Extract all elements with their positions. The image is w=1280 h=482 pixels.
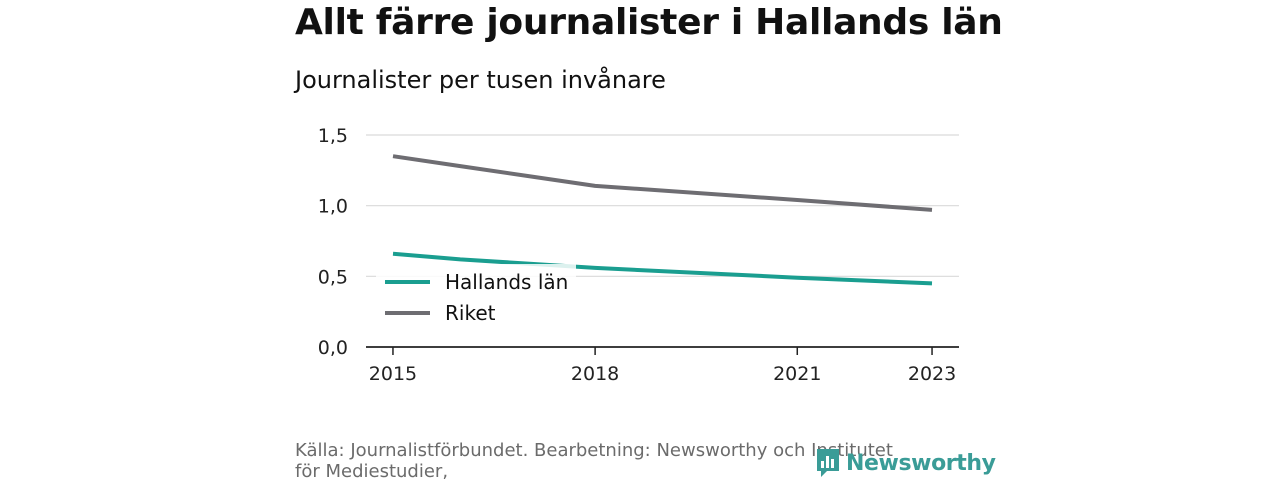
- y-tick-label: 0,5: [318, 266, 348, 288]
- x-tick-label: 2015: [369, 363, 417, 385]
- chart-subtitle: Journalister per tusen invånare: [295, 66, 666, 94]
- x-tick-label: 2018: [571, 363, 619, 385]
- x-tick-label: 2023: [908, 363, 956, 385]
- chart-title: Allt färre journalister i Hallands län: [295, 2, 1003, 43]
- x-tick-label: 2021: [773, 363, 821, 385]
- y-tick-label: 0,0: [318, 337, 348, 359]
- legend-label: Riket: [445, 301, 496, 325]
- newsworthy-chart-icon: [817, 449, 839, 477]
- y-tick-label: 1,0: [318, 196, 348, 218]
- logo-text: Newsworthy: [846, 450, 996, 476]
- y-tick-label: 1,5: [318, 125, 348, 147]
- series-line-riket: [392, 154, 933, 212]
- legend-background: [376, 264, 576, 330]
- source-note: Källa: Journalistförbundet. Bearbetning:…: [295, 440, 893, 482]
- legend-label: Hallands län: [445, 270, 568, 294]
- newsworthy-logo[interactable]: Newsworthy: [815, 446, 996, 480]
